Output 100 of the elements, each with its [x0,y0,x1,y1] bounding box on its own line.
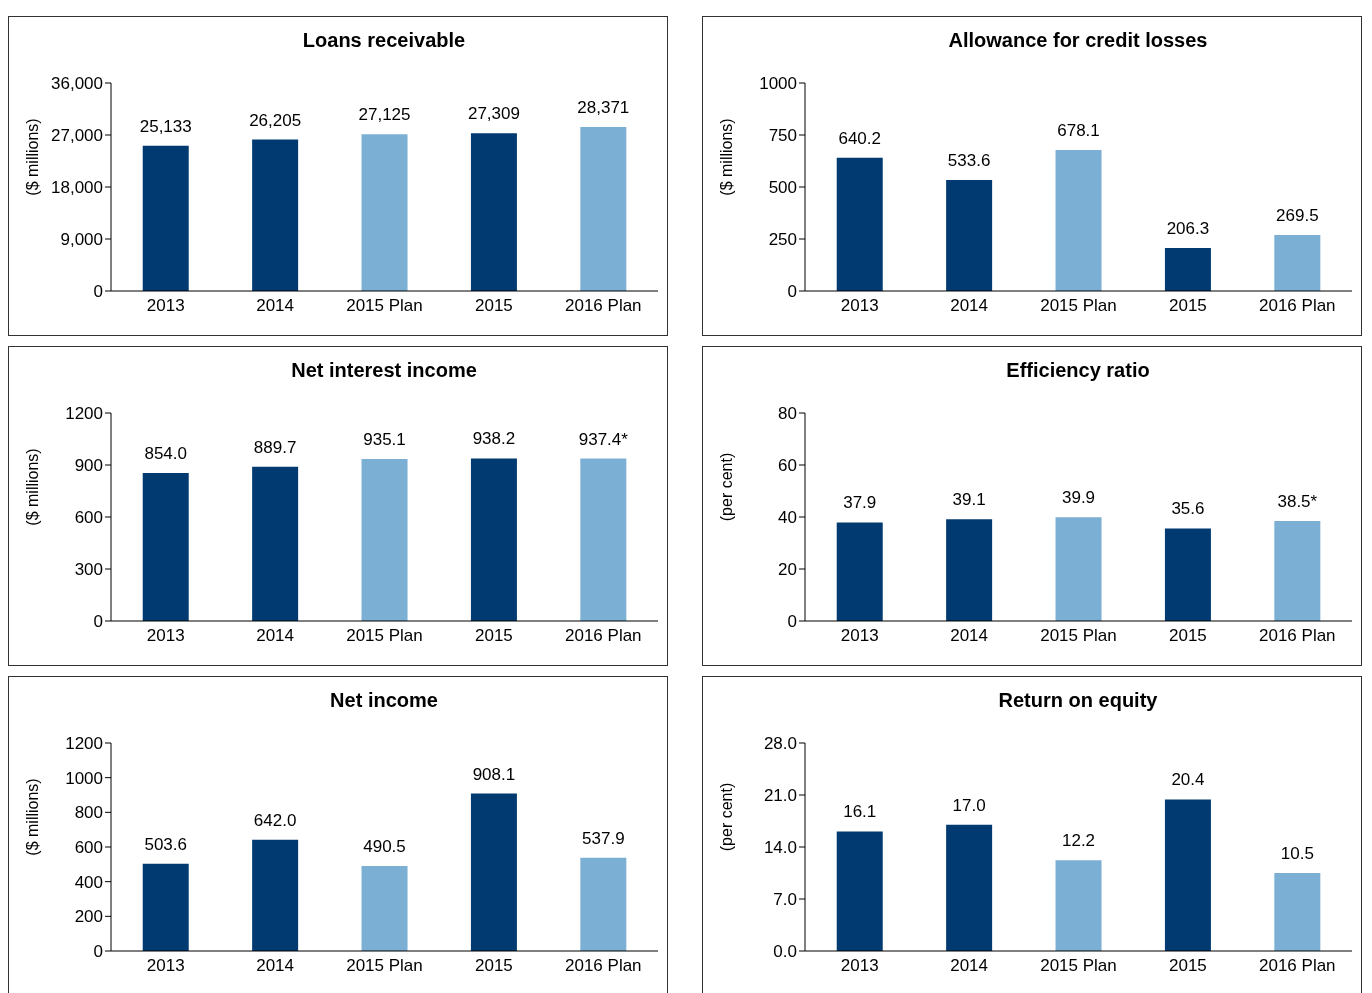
y-tick-label: 0 [93,942,103,962]
x-tick-label: 2014 [256,296,295,316]
y-tick-label: 28.0 [763,734,797,754]
y-axis-title: ($ millions) [24,118,42,196]
bar [836,831,883,951]
chart-title: Return on equity [997,689,1159,712]
data-label: 12.2 [1061,831,1096,851]
y-axis-title: (per cent) [718,452,736,522]
x-tick-label: 2014 [256,956,295,976]
x-tick-label: 2016 Plan [565,956,642,976]
bar [470,793,517,951]
data-label: 935.1 [363,429,406,449]
data-label: 537.9 [582,828,625,848]
y-tick-label: 400 [74,872,103,892]
bar [252,466,299,621]
x-tick-label: 2014 [950,296,989,316]
y-tick-label: 800 [74,803,103,823]
y-tick-label: 1000 [65,768,103,788]
y-axis-title: (per cent) [718,782,736,852]
x-tick-label: 2016 Plan [1259,956,1336,976]
data-label: 20.4 [1171,770,1205,790]
data-label: 27,309 [467,104,520,124]
x-tick-label: 2015 Plan [346,626,423,646]
y-tick-label: 0.0 [773,942,797,962]
chart-title: Net income [329,689,439,712]
bar [836,157,883,291]
x-tick-label: 2013 [840,626,879,646]
y-tick-label: 14.0 [763,838,797,858]
data-label: 206.3 [1166,219,1210,239]
x-tick-label: 2016 Plan [565,296,642,316]
bar [946,824,993,951]
y-tick-label: 750 [768,126,797,146]
data-label: 533.6 [947,151,991,171]
x-tick-label: 2015 Plan [1040,626,1117,646]
bar [252,839,299,951]
x-tick-label: 2013 [840,296,879,316]
x-tick-label: 2014 [256,626,295,646]
data-label: 269.5 [1276,205,1319,225]
bar [1164,248,1211,291]
data-label: 938.2 [472,429,516,449]
y-tick-label: 200 [74,907,103,927]
bar [142,472,189,621]
y-tick-label: 1200 [65,404,103,424]
data-label: 39.9 [1061,488,1096,508]
x-tick-label: 2015 Plan [1040,956,1117,976]
y-tick-label: 0 [93,282,103,302]
bar [836,522,883,621]
x-tick-label: 2016 Plan [565,626,642,646]
y-tick-label: 0 [787,282,797,302]
data-label: 26,205 [249,110,302,130]
bar [142,863,189,951]
data-label: 678.1 [1057,120,1100,140]
data-label: 39.1 [952,490,986,510]
data-label: 17.0 [952,795,986,815]
y-tick-label: 80 [778,404,797,424]
bar [1164,799,1211,951]
x-tick-label: 2015 [474,296,513,316]
data-label: 37.9 [843,493,877,513]
y-axis-title: ($ millions) [24,448,42,526]
x-tick-label: 2016 Plan [1259,296,1336,316]
y-tick-label: 250 [768,230,797,250]
data-label: 642.0 [253,810,297,830]
data-label: 640.2 [838,128,881,148]
data-label: 10.5 [1280,844,1314,863]
bar [1274,234,1321,291]
bar [361,458,408,621]
y-tick-label: 0 [93,612,103,632]
data-label: 27,125 [358,105,411,125]
chart-title: Net interest income [290,359,478,382]
data-label: 28,371 [577,98,630,118]
x-tick-label: 2013 [146,626,185,646]
y-tick-label: 9,000 [60,230,103,250]
chart-title: Efficiency ratio [1005,359,1151,382]
y-tick-label: 18,000 [51,178,103,198]
bar [946,180,993,291]
bar [361,865,408,951]
bar [946,519,993,621]
bar [580,458,627,621]
y-axis-title: ($ millions) [24,778,42,856]
y-tick-label: 600 [74,508,103,528]
bar [1055,860,1102,951]
x-tick-label: 2015 Plan [346,296,423,316]
bar [580,857,627,951]
y-tick-label: 36,000 [51,74,103,94]
data-label: 16.1 [843,802,877,822]
x-tick-label: 2015 Plan [346,956,423,976]
y-tick-label: 0 [787,612,797,632]
data-label: 38.5* [1277,491,1318,511]
bar [1274,873,1321,951]
y-tick-label: 40 [778,508,797,528]
y-tick-label: 300 [74,560,103,580]
x-tick-label: 2013 [146,296,185,316]
bar [1274,520,1321,621]
y-tick-label: 600 [74,838,103,858]
y-tick-label: 21.0 [763,786,797,806]
data-label: 889.7 [253,437,297,457]
x-tick-label: 2015 [1168,626,1207,646]
data-label: 490.5 [363,836,406,856]
y-tick-label: 60 [778,456,797,476]
x-tick-label: 2015 [474,956,513,976]
